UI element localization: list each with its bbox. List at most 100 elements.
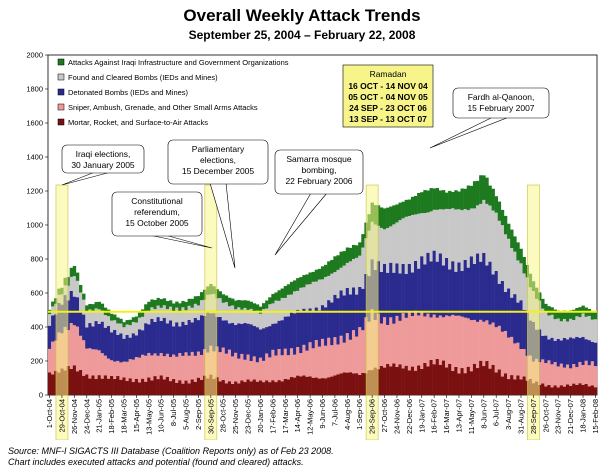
bar-segment-2	[131, 333, 136, 360]
bar-segment-3	[110, 360, 114, 376]
bar-segment-2	[262, 328, 266, 361]
bar-segment-0	[66, 277, 70, 286]
y-tick-label: 0	[39, 391, 43, 400]
x-tick-label: 6-Jul-07	[492, 399, 501, 426]
bar-segment-2	[274, 323, 278, 356]
callout-box	[452, 87, 550, 119]
bar-segment-0	[271, 293, 275, 304]
x-tick-label: 11-May-07	[467, 399, 476, 434]
annotation-callout: Fardh al-Qanoon,15 February 2007	[429, 87, 550, 149]
bar-segment-3	[445, 315, 449, 368]
bar-segment-0	[94, 302, 98, 309]
bar-segment-2	[243, 322, 247, 360]
bar-segment-4	[82, 375, 86, 395]
bar-segment-3	[507, 337, 511, 380]
bar-segment-0	[466, 185, 471, 211]
x-tick-label: 1-Sep-06	[355, 399, 364, 430]
bar-segment-1	[392, 224, 396, 273]
bar-segment-4	[178, 380, 182, 395]
bar-segment-3	[66, 330, 70, 367]
bar-segment-0	[445, 192, 449, 209]
bar-segment-4	[438, 364, 443, 395]
bar-segment-2	[116, 334, 120, 361]
bar-segment-2	[575, 336, 579, 368]
bar-segment-4	[472, 363, 477, 395]
bar-segment-4	[497, 369, 502, 395]
bar-segment-1	[593, 319, 598, 343]
bar-segment-3	[125, 361, 129, 381]
bar-segment-3	[376, 313, 381, 370]
bar-segment-3	[398, 320, 402, 365]
bar-segment-4	[227, 381, 232, 395]
bar-segment-0	[125, 320, 129, 325]
bar-segment-2	[382, 263, 387, 318]
bar-segment-2	[97, 323, 101, 351]
bar-segment-1	[401, 218, 405, 264]
bar-segment-4	[386, 364, 390, 395]
bar-segment-3	[305, 350, 309, 377]
legend-swatch	[57, 103, 65, 111]
bar-segment-4	[116, 376, 120, 395]
bar-segment-4	[289, 377, 294, 395]
x-tick-label: 14-Apr-06	[293, 399, 302, 432]
bar-segment-4	[119, 379, 123, 395]
legend-label: Found and Cleared Bombs (IEDs and Mines)	[68, 73, 218, 82]
bar-segment-4	[584, 383, 588, 395]
bar-segment-0	[255, 304, 260, 311]
bar-segment-2	[565, 339, 570, 365]
bar-segment-1	[240, 309, 244, 324]
bar-segment-2	[113, 329, 117, 362]
bar-segment-4	[172, 378, 176, 395]
bar-segment-2	[128, 337, 132, 360]
bar-segment-2	[79, 311, 83, 336]
legend-label: Sniper, Ambush, Grenade, and Other Small…	[68, 103, 258, 112]
bar-segment-4	[252, 379, 257, 395]
bar-segment-3	[153, 353, 157, 377]
bar-segment-4	[587, 386, 592, 395]
bar-segment-0	[432, 188, 436, 210]
bar-segment-1	[159, 307, 164, 321]
bar-segment-0	[72, 265, 77, 277]
bar-segment-1	[317, 279, 322, 311]
bar-segment-4	[550, 387, 554, 395]
bar-segment-1	[513, 251, 517, 295]
bar-segment-0	[299, 277, 303, 288]
bar-segment-1	[417, 213, 421, 269]
bar-segment-3	[553, 362, 557, 386]
bar-segment-0	[119, 318, 123, 324]
bar-segment-0	[51, 301, 55, 307]
bar-segment-2	[66, 300, 70, 331]
bar-segment-2	[417, 268, 421, 316]
bar-segment-2	[376, 261, 381, 314]
bar-segment-1	[569, 318, 573, 338]
bar-segment-3	[314, 340, 319, 378]
bar-segment-2	[317, 310, 322, 347]
bar-segment-0	[482, 175, 486, 200]
bar-segment-2	[91, 326, 95, 350]
bar-segment-0	[330, 259, 334, 274]
bar-segment-0	[320, 266, 325, 280]
bar-segment-3	[187, 355, 191, 384]
bar-segment-4	[231, 383, 235, 395]
bar-segment-0	[538, 292, 542, 301]
bar-segment-2	[550, 337, 554, 365]
bar-segment-4	[221, 379, 226, 395]
bar-segment-2	[162, 317, 167, 357]
bar-segment-0	[556, 310, 561, 319]
bar-segment-1	[147, 310, 151, 325]
bar-segment-0	[494, 196, 498, 213]
bar-segment-0	[97, 301, 101, 310]
bar-segment-1	[348, 261, 353, 295]
bar-segment-2	[345, 287, 350, 334]
bar-segment-0	[503, 215, 508, 235]
bar-segment-1	[308, 284, 312, 309]
bar-segment-3	[541, 359, 545, 384]
bar-segment-2	[404, 273, 409, 318]
bar-segment-0	[438, 190, 443, 210]
bar-segment-3	[119, 362, 123, 380]
bar-segment-2	[355, 294, 359, 337]
bar-segment-3	[82, 340, 86, 376]
bar-segment-3	[283, 348, 288, 379]
bar-segment-3	[572, 364, 576, 384]
